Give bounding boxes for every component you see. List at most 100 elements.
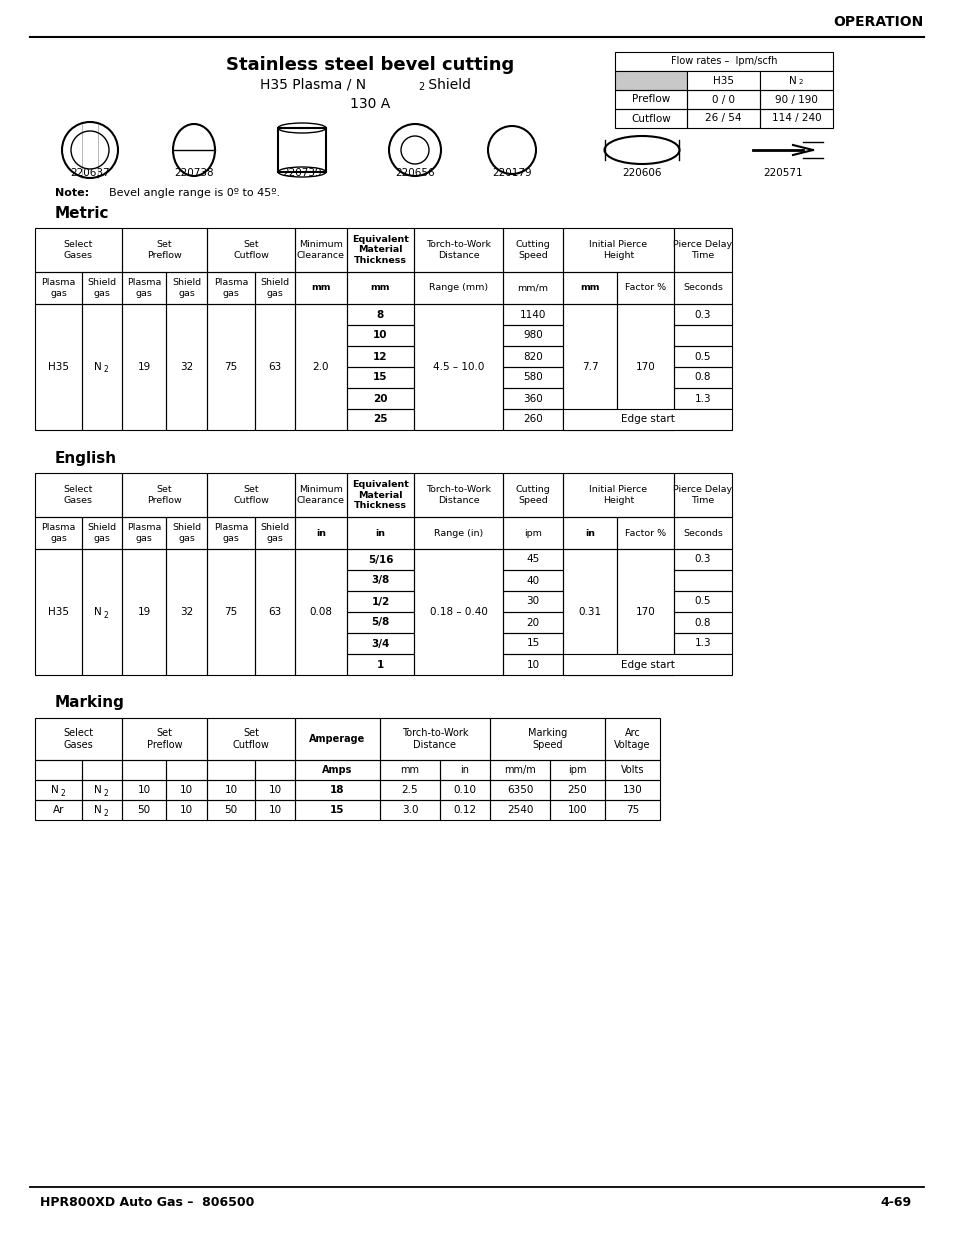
Text: 18: 18: [330, 785, 344, 795]
Bar: [502, 655, 562, 676]
Bar: [122, 228, 207, 272]
Bar: [347, 550, 414, 571]
Text: Shield
gas: Shield gas: [260, 524, 290, 542]
Text: Set
Preflow: Set Preflow: [147, 485, 182, 505]
Bar: [502, 388, 562, 409]
Text: Select
Gases: Select Gases: [64, 485, 93, 505]
Bar: [122, 800, 166, 820]
Text: 0.12: 0.12: [453, 805, 476, 815]
Text: 220738: 220738: [174, 168, 213, 178]
Text: in: in: [315, 529, 326, 537]
Text: 220739: 220739: [282, 168, 321, 178]
Bar: [414, 550, 502, 676]
Text: Flow rates –  lpm/scfh: Flow rates – lpm/scfh: [670, 57, 777, 67]
Bar: [490, 800, 550, 820]
Bar: [166, 304, 207, 430]
Bar: [82, 517, 122, 550]
Text: Cutting
Speed: Cutting Speed: [515, 241, 550, 259]
Bar: [760, 70, 832, 90]
Bar: [502, 346, 562, 367]
Bar: [347, 571, 414, 592]
Text: 75: 75: [224, 606, 237, 618]
Bar: [550, 760, 604, 781]
Text: Initial Pierce
Height: Initial Pierce Height: [589, 241, 647, 259]
Text: Equivalent
Material
Thickness: Equivalent Material Thickness: [352, 480, 409, 510]
Text: 26 / 54: 26 / 54: [704, 114, 741, 124]
Bar: [347, 473, 414, 517]
Text: 1: 1: [376, 659, 384, 669]
Bar: [617, 550, 673, 676]
Text: Plasma
gas: Plasma gas: [213, 524, 248, 542]
Bar: [207, 517, 254, 550]
Text: Shield
gas: Shield gas: [260, 278, 290, 298]
Bar: [82, 781, 122, 800]
Bar: [562, 228, 673, 272]
Bar: [686, 109, 760, 128]
Text: 5/16: 5/16: [367, 555, 393, 564]
Bar: [673, 473, 731, 517]
Bar: [82, 550, 122, 676]
Bar: [207, 800, 254, 820]
Bar: [502, 473, 562, 517]
Bar: [604, 800, 659, 820]
Text: Factor %: Factor %: [624, 529, 665, 537]
Bar: [562, 304, 617, 430]
Bar: [550, 800, 604, 820]
Bar: [82, 760, 122, 781]
Bar: [347, 655, 414, 676]
Text: 0.3: 0.3: [694, 555, 711, 564]
Text: N: N: [94, 362, 102, 372]
Bar: [502, 325, 562, 346]
Bar: [673, 228, 731, 272]
Text: 45: 45: [526, 555, 539, 564]
Bar: [673, 613, 731, 634]
Text: Pierce Delay
Time: Pierce Delay Time: [673, 485, 732, 505]
Text: Volts: Volts: [620, 764, 643, 776]
Bar: [35, 304, 82, 430]
Text: Set
Cutflow: Set Cutflow: [233, 485, 269, 505]
Text: Plasma
gas: Plasma gas: [41, 278, 75, 298]
Bar: [414, 304, 502, 430]
Bar: [615, 70, 686, 90]
Text: Bevel angle range is 0º to 45º.: Bevel angle range is 0º to 45º.: [102, 188, 280, 198]
Text: 32: 32: [180, 606, 193, 618]
Bar: [347, 592, 414, 613]
Text: 2: 2: [104, 610, 109, 620]
Bar: [35, 781, 82, 800]
Text: Seconds: Seconds: [682, 284, 722, 293]
Text: ipm: ipm: [523, 529, 541, 537]
Bar: [673, 346, 731, 367]
Bar: [347, 304, 414, 325]
Bar: [686, 90, 760, 109]
Text: 2: 2: [60, 788, 65, 798]
Bar: [615, 90, 686, 109]
Text: 63: 63: [268, 606, 281, 618]
Text: 15: 15: [526, 638, 539, 648]
Text: in: in: [584, 529, 595, 537]
Bar: [562, 655, 731, 676]
Text: Set
Cutflow: Set Cutflow: [233, 241, 269, 259]
Text: 50: 50: [137, 805, 151, 815]
Text: 260: 260: [522, 415, 542, 425]
Bar: [379, 800, 439, 820]
Text: Minimum
Clearance: Minimum Clearance: [296, 485, 345, 505]
Text: 50: 50: [224, 805, 237, 815]
Text: 0.3: 0.3: [694, 310, 711, 320]
Bar: [254, 781, 294, 800]
Bar: [35, 228, 122, 272]
Bar: [166, 760, 207, 781]
Text: mm/m: mm/m: [517, 284, 548, 293]
Text: Initial Pierce
Height: Initial Pierce Height: [589, 485, 647, 505]
Bar: [347, 613, 414, 634]
Text: Range (mm): Range (mm): [429, 284, 488, 293]
Text: 1.3: 1.3: [694, 638, 711, 648]
Text: 0.31: 0.31: [578, 606, 601, 618]
Bar: [604, 760, 659, 781]
Bar: [379, 718, 490, 760]
Bar: [254, 550, 294, 676]
Text: 7.7: 7.7: [581, 362, 598, 372]
Bar: [439, 781, 490, 800]
Text: 10: 10: [268, 785, 281, 795]
Text: 170: 170: [635, 606, 655, 618]
Bar: [166, 781, 207, 800]
